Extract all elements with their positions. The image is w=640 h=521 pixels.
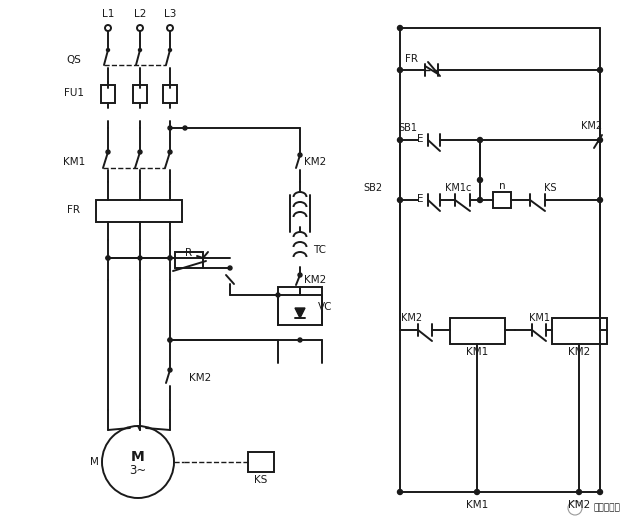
Circle shape <box>598 68 602 72</box>
Text: KM1: KM1 <box>466 500 488 510</box>
Text: FU1: FU1 <box>64 88 84 98</box>
Circle shape <box>138 150 142 154</box>
Circle shape <box>477 197 483 203</box>
Circle shape <box>397 197 403 203</box>
Circle shape <box>474 490 479 494</box>
Circle shape <box>397 138 403 143</box>
Circle shape <box>168 48 172 52</box>
Text: SB2: SB2 <box>363 183 382 193</box>
Circle shape <box>477 138 483 143</box>
Circle shape <box>106 150 110 154</box>
Bar <box>163 85 177 103</box>
Text: KM1: KM1 <box>529 313 550 323</box>
Bar <box>101 85 115 103</box>
Text: E: E <box>417 134 423 144</box>
Circle shape <box>298 273 302 277</box>
Circle shape <box>598 138 602 143</box>
Circle shape <box>168 256 172 260</box>
Circle shape <box>168 338 172 342</box>
Text: KM2: KM2 <box>304 275 326 285</box>
Text: FR: FR <box>406 54 419 64</box>
Circle shape <box>397 26 403 31</box>
Circle shape <box>298 153 302 157</box>
Circle shape <box>397 490 403 494</box>
Text: KM2: KM2 <box>189 373 211 383</box>
Text: L3: L3 <box>164 9 176 19</box>
Text: SB1: SB1 <box>399 123 417 133</box>
Text: KM2: KM2 <box>401 313 422 323</box>
Text: KM2: KM2 <box>568 500 590 510</box>
Circle shape <box>168 126 172 130</box>
Circle shape <box>577 490 582 494</box>
Circle shape <box>168 256 172 260</box>
Text: KM2: KM2 <box>568 347 590 357</box>
Circle shape <box>183 126 187 130</box>
Text: KM1: KM1 <box>63 157 85 167</box>
Text: KM1c: KM1c <box>445 183 471 193</box>
Text: M: M <box>90 457 99 467</box>
Circle shape <box>298 338 302 342</box>
Bar <box>133 85 147 103</box>
Text: L1: L1 <box>102 9 114 19</box>
Text: TC: TC <box>314 245 326 255</box>
Text: QS: QS <box>67 55 81 65</box>
Circle shape <box>168 338 172 342</box>
Circle shape <box>106 256 110 260</box>
Text: 电子技术控: 电子技术控 <box>593 503 620 513</box>
Polygon shape <box>295 308 305 318</box>
Text: R: R <box>186 248 193 258</box>
Circle shape <box>276 293 280 297</box>
Bar <box>248 452 274 472</box>
Text: L2: L2 <box>134 9 146 19</box>
Circle shape <box>106 256 110 260</box>
Text: 3~: 3~ <box>129 465 147 478</box>
Circle shape <box>397 68 403 72</box>
Bar <box>450 318 505 344</box>
Text: KM2: KM2 <box>581 121 603 131</box>
Circle shape <box>228 266 232 270</box>
Bar <box>552 318 607 344</box>
Circle shape <box>477 178 483 182</box>
Text: KM1: KM1 <box>466 347 488 357</box>
Text: E: E <box>417 194 423 204</box>
Bar <box>493 192 511 208</box>
Circle shape <box>598 490 602 494</box>
Circle shape <box>168 150 172 154</box>
Text: KM2: KM2 <box>304 157 326 167</box>
Text: n: n <box>499 181 506 191</box>
Circle shape <box>168 368 172 372</box>
Text: M: M <box>131 450 145 464</box>
Bar <box>278 287 322 325</box>
Text: KS: KS <box>544 183 556 193</box>
Text: VC: VC <box>317 302 332 312</box>
Circle shape <box>598 197 602 203</box>
Text: FR: FR <box>67 205 81 215</box>
Circle shape <box>138 48 141 52</box>
Text: KS: KS <box>254 475 268 485</box>
Circle shape <box>138 256 142 260</box>
Bar <box>96 200 182 222</box>
Circle shape <box>106 48 109 52</box>
Bar <box>175 252 203 268</box>
